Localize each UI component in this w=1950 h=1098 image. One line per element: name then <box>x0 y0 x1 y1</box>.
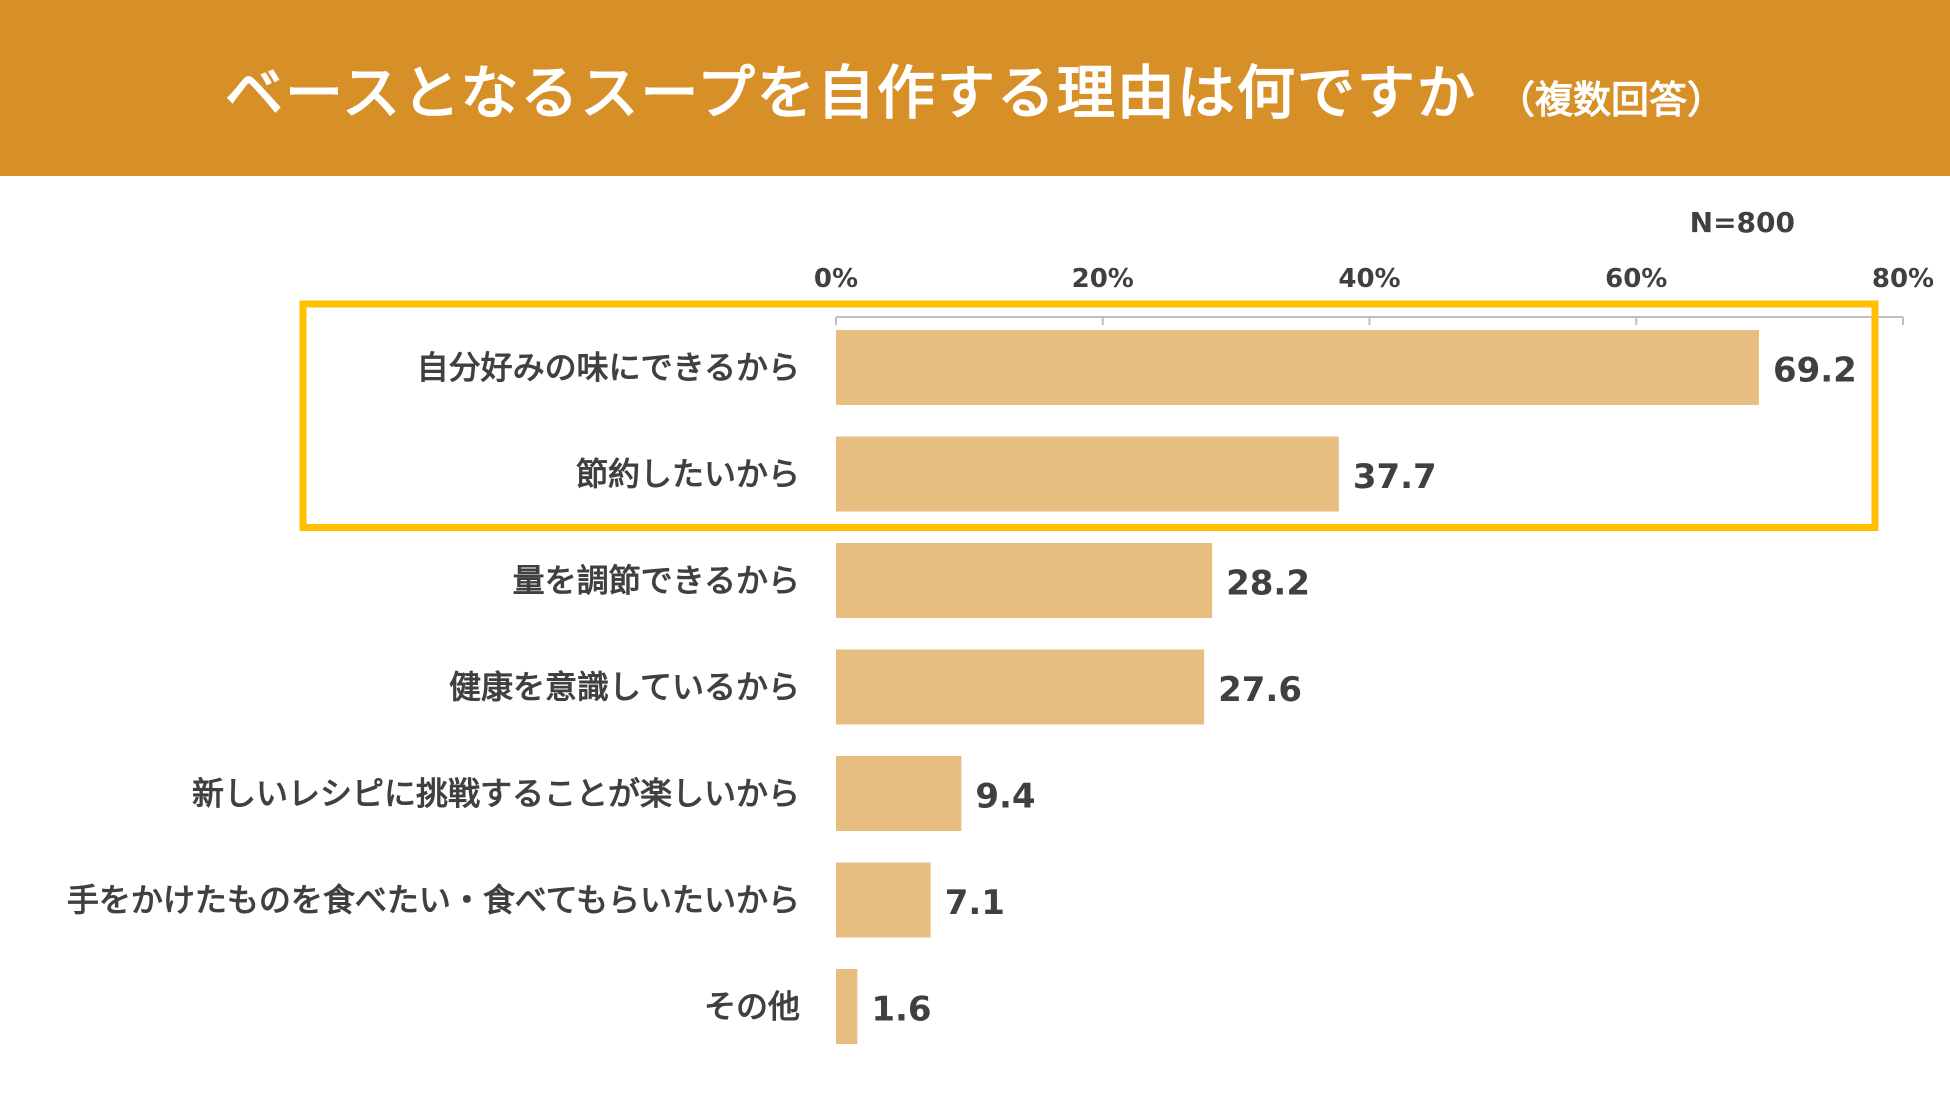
chart-svg: 0% 20% 40% 60% 80% 自分好みの味にできるから 69.2 節約したいから 37.… <box>67 264 1934 1044</box>
bar <box>836 862 931 938</box>
bar-chart: N=800 0% 20% 40% 60% 80% 自分好みの味にできるから 69.2 節約した… <box>0 176 1950 1098</box>
category-label: 新しいレシピに挑戦することが楽しいから <box>192 775 800 813</box>
title-subtitle: （複数回答） <box>1496 78 1725 122</box>
value-label: 69.2 <box>1773 351 1857 391</box>
x-tick-label: 80% <box>1872 264 1934 294</box>
bar <box>836 436 1339 512</box>
header-banner: ベースとなるスープを自作する理由は何ですか （複数回答） <box>0 0 1950 176</box>
x-tick-label: 60% <box>1605 264 1667 294</box>
category-label: 節約したいから <box>576 455 800 493</box>
title-main: ベースとなるスープを自作する理由は何ですか <box>225 59 1477 127</box>
bar <box>836 756 962 831</box>
highlight-box <box>299 300 1879 531</box>
x-tick-label: 0% <box>814 264 858 294</box>
bar <box>836 330 1759 405</box>
category-label: その他 <box>704 988 800 1026</box>
category-label: 健康を意識しているから <box>449 668 800 706</box>
category-label: 手をかけたものを食べたい・食べてもらいたいから <box>67 881 800 919</box>
value-label: 28.2 <box>1226 564 1310 604</box>
x-tick-label: 40% <box>1338 264 1400 294</box>
value-label: 37.7 <box>1353 457 1437 497</box>
sample-size-label: N=800 <box>1689 206 1795 239</box>
bar <box>836 969 858 1044</box>
value-label: 27.6 <box>1218 670 1302 710</box>
bar <box>836 649 1205 725</box>
x-tick-label: 20% <box>1072 264 1134 294</box>
category-label: 自分好みの味にできるから <box>417 349 800 387</box>
value-label: 7.1 <box>945 883 1005 923</box>
bar <box>836 543 1213 618</box>
chart-title: ベースとなるスープを自作する理由は何ですか （複数回答） <box>225 46 1725 130</box>
category-label: 量を調節できるから <box>513 562 800 600</box>
value-label: 1.6 <box>871 990 931 1030</box>
value-label: 9.4 <box>975 777 1035 817</box>
